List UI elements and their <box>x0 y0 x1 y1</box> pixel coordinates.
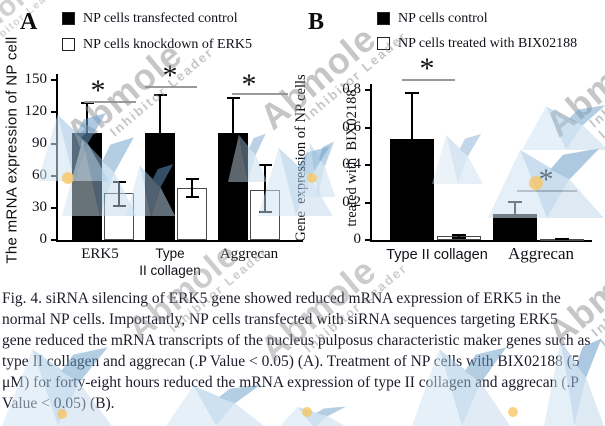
panel-a-letter: A <box>20 9 38 35</box>
y-axis <box>56 74 58 242</box>
significance-line <box>402 79 455 81</box>
error-bar-line <box>159 93 161 134</box>
legend-label: NP cells control <box>398 11 488 26</box>
x-category-label: Aggrecan <box>219 246 279 262</box>
significance-line <box>232 93 288 95</box>
significance-asterisk: * <box>419 52 435 85</box>
y-axis <box>370 84 372 242</box>
legend-swatch-black <box>377 12 390 25</box>
error-bar-cap <box>112 204 126 207</box>
y-tick <box>51 111 56 113</box>
error-bar-line <box>411 91 413 139</box>
error-bar-cap <box>112 181 126 184</box>
legend-label: NP cells transfected control <box>83 11 238 26</box>
error-bar-cap <box>258 164 272 167</box>
caption-line: Fig. 4. siRNA silencing of ERK5 gene sho… <box>2 290 561 307</box>
error-bar-cap <box>452 236 466 239</box>
y-tick-label: 0.2 <box>342 193 361 210</box>
error-bar-line <box>264 164 266 214</box>
y-tick-label: 0.6 <box>342 118 361 135</box>
legend-swatch-white <box>377 37 390 50</box>
panel-b-letter: B <box>308 9 325 35</box>
significance-line <box>84 101 136 103</box>
y-tick <box>51 207 56 209</box>
error-bar-line <box>191 178 193 199</box>
bar-filled <box>493 213 537 241</box>
error-bar-line <box>232 97 234 134</box>
caption-line: normal NP cells. Importantly, NP cells t… <box>2 311 558 328</box>
y-tick-label: 0.8 <box>342 81 361 97</box>
error-bar-cap <box>508 200 522 203</box>
error-bar-cap <box>153 93 167 96</box>
error-bar-cap <box>80 102 94 105</box>
error-bar-cap <box>405 91 419 94</box>
y-tick <box>365 89 370 91</box>
x-category-label: Aggrecan <box>507 244 575 263</box>
bar-filled <box>390 138 434 241</box>
legend-swatch-black <box>62 12 75 25</box>
bar-filled <box>72 133 102 240</box>
x-category-label: Type II collagen <box>386 247 488 263</box>
y-tick-label: 0 <box>39 231 48 247</box>
y-tick-label: 120 <box>24 103 48 119</box>
y-tick <box>51 239 56 241</box>
x-category-label-line2: II collagen <box>139 263 201 278</box>
significance-line <box>145 86 197 88</box>
y-tick <box>51 143 56 145</box>
y-tick-label: 90 <box>32 135 47 151</box>
error-bar-line <box>118 181 120 207</box>
y-tick <box>51 175 56 177</box>
error-bar-cap <box>226 97 240 100</box>
significance-asterisk: * <box>162 59 178 92</box>
legend-swatch-white <box>62 38 75 51</box>
y-tick-label: 0.4 <box>342 156 361 172</box>
y-tick-label: 30 <box>32 199 47 215</box>
x-axis <box>370 240 592 242</box>
x-category-label: Type II collagen <box>135 245 205 279</box>
bar-filled <box>218 133 248 240</box>
y-tick-label: 0 <box>353 231 362 247</box>
y-tick-label: 150 <box>24 71 48 87</box>
legend-label: NP cells knockdown of ERK5 <box>83 37 253 52</box>
y-tick <box>365 239 370 241</box>
y-tick <box>365 164 370 166</box>
error-bar-cap <box>185 178 199 181</box>
y-tick-label: 60 <box>32 167 47 183</box>
x-category-label: ERK5 <box>81 246 119 262</box>
error-bar-cap <box>555 237 569 240</box>
error-bar-cap <box>258 211 272 214</box>
significance-asterisk: * <box>90 74 106 107</box>
significance-asterisk: * <box>241 68 257 101</box>
error-bar-line <box>458 234 460 239</box>
bar-filled <box>145 133 175 240</box>
caption-line: gene reduced the mRNA transcripts of the… <box>2 332 591 349</box>
x-axis <box>56 240 303 242</box>
legend-label: NP cells treated with BIX02188 <box>398 36 578 51</box>
error-bar-cap <box>452 234 466 236</box>
y-tick <box>365 201 370 204</box>
error-bar-cap <box>185 196 199 199</box>
significance-asterisk: * <box>538 163 554 196</box>
y-tick <box>365 126 370 129</box>
y-tick <box>51 79 56 81</box>
figure-caption: Fig. 4. siRNA silencing of ERK5 gene sho… <box>2 288 603 414</box>
error-bar-line <box>86 102 88 134</box>
